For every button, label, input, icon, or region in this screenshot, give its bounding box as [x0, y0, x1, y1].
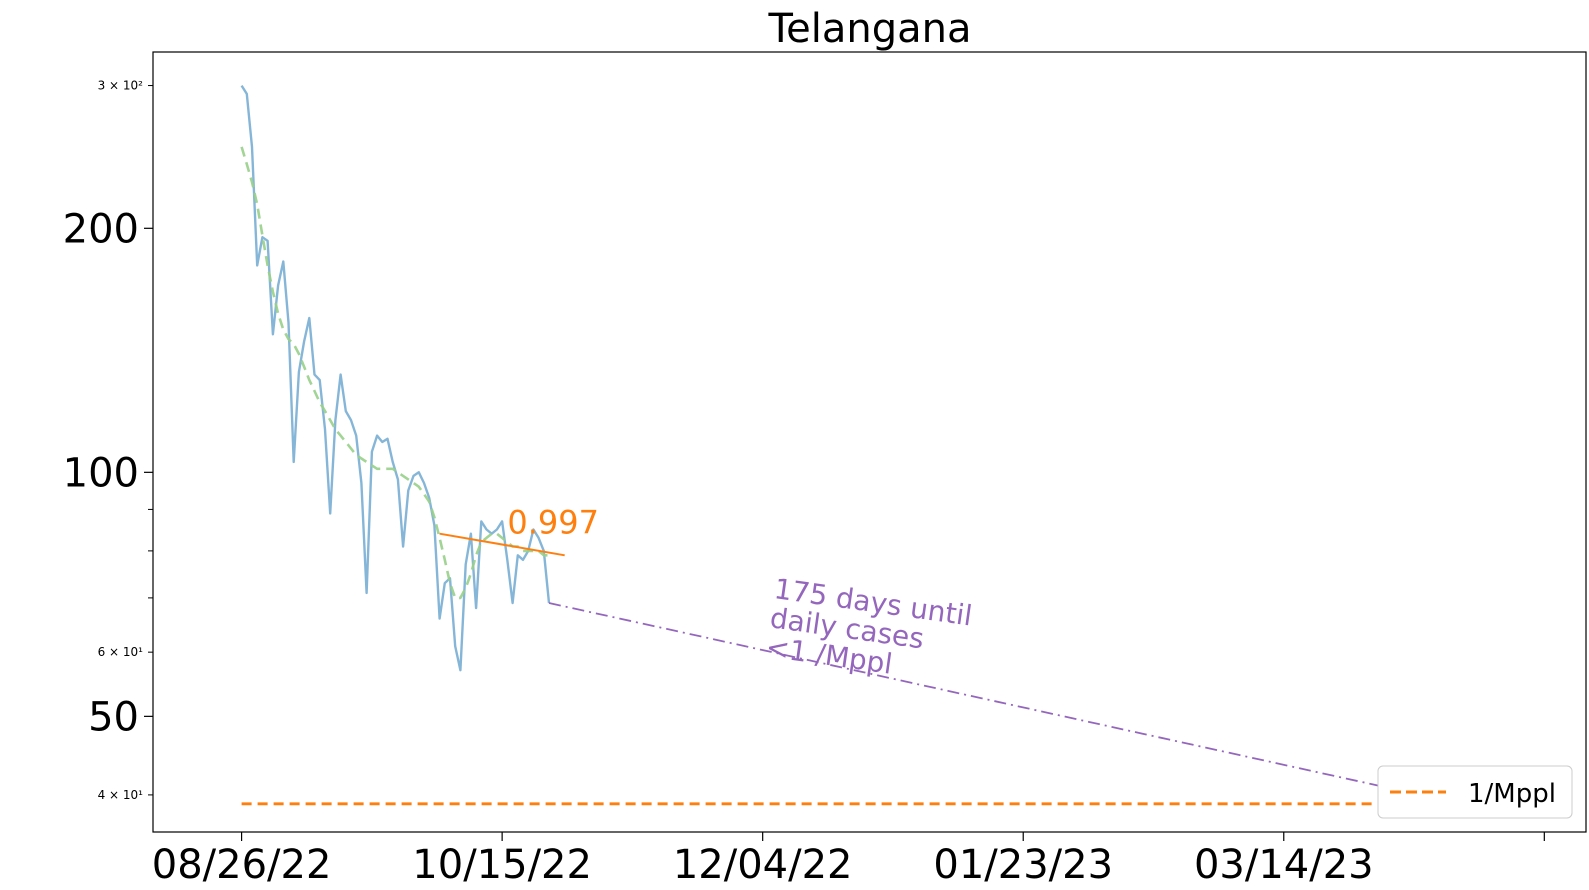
- y-minor-tick-label: 4 × 10¹: [98, 788, 144, 802]
- y-tick-label: 200: [63, 206, 139, 252]
- x-tick-label: 03/14/23: [1194, 842, 1374, 888]
- legend: 1/Mppl: [1377, 765, 1573, 819]
- annotation-1: 175 days untildaily cases<1 /Mppl: [764, 572, 974, 691]
- series-line-projection: [548, 602, 1462, 805]
- series-line-fit: [439, 532, 565, 557]
- x-axis: 08/26/22 10/15/22 12/04/22 01/23/23 03/14/23: [152, 832, 1545, 888]
- x-tick-label: 01/23/23: [933, 842, 1113, 888]
- annotation-layer: 0.997 175 days untildaily cases<1 /Mppl: [507, 504, 974, 691]
- y-tick-label: 50: [88, 694, 139, 740]
- series-layer: [240, 84, 1462, 806]
- y-minor-tick-label: 3 × 10²: [98, 79, 144, 93]
- annotation-0: 0.997: [507, 504, 599, 542]
- x-tick-label: 12/04/22: [673, 842, 853, 888]
- legend-box: [1377, 765, 1573, 819]
- series-line-trend: [240, 146, 549, 600]
- legend-label-threshold: 1/Mppl: [1468, 779, 1556, 809]
- y-minor-tick-label: 6 × 10¹: [98, 645, 144, 659]
- series-line-daily: [240, 84, 551, 672]
- y-tick-label: 100: [63, 450, 139, 496]
- y-axis: 50 100 200 4 × 10¹ 6 × 10¹ 3 × 10²: [63, 79, 153, 802]
- x-tick-label: 10/15/22: [412, 842, 592, 888]
- chart-title: Telangana: [768, 6, 972, 52]
- plot-frame: [152, 51, 1587, 833]
- x-tick-label: 08/26/22: [152, 842, 332, 888]
